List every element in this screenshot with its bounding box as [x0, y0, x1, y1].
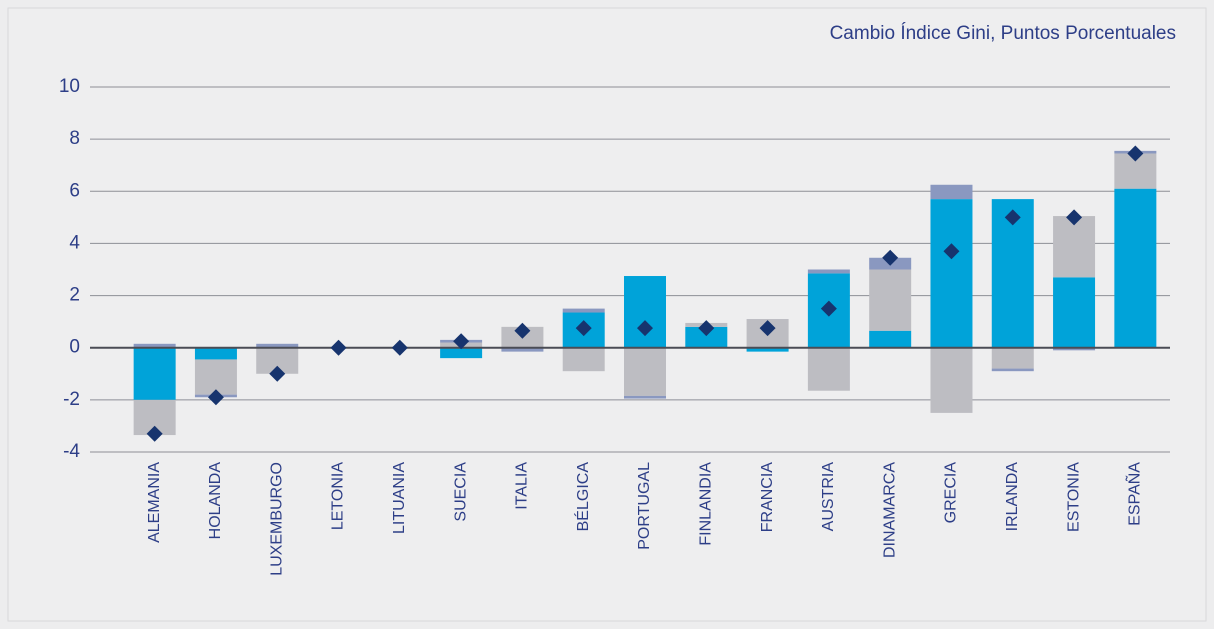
bar-segment	[133, 347, 176, 400]
x-tick-label: LITUANIA	[391, 462, 408, 534]
bar-segment	[624, 347, 666, 396]
diamond-marker	[1004, 209, 1021, 226]
bar-segment	[501, 347, 544, 352]
bar-segment	[1053, 277, 1096, 348]
y-tick-label: -2	[63, 389, 80, 410]
y-tick-label: 4	[69, 232, 80, 253]
bar-segment	[807, 347, 850, 391]
diamond-marker	[698, 320, 715, 337]
bar-segment	[624, 395, 666, 399]
x-tick-label: GRECIA	[943, 462, 960, 524]
bar-segment	[624, 276, 666, 348]
diamond-marker	[882, 249, 899, 266]
bar-segment	[194, 347, 237, 360]
bar-segment	[869, 269, 912, 331]
y-tick-label: 0	[69, 337, 80, 358]
x-tick-label: IRLANDA	[1004, 462, 1021, 532]
bar-segment	[807, 269, 850, 274]
bar-segment	[930, 199, 973, 348]
bar-segment	[194, 359, 237, 395]
diamond-marker	[269, 365, 286, 382]
bar-segment	[746, 347, 789, 352]
bar-segment	[133, 343, 176, 348]
bar-segment	[930, 347, 973, 413]
bar-segment	[991, 368, 1034, 372]
diamond-marker	[943, 243, 960, 260]
diamond-marker	[759, 320, 776, 337]
y-tick-label: 6	[69, 180, 80, 201]
diamond-marker	[391, 339, 408, 356]
x-tick-label: ESPAÑA	[1124, 462, 1144, 526]
chart-title: Cambio Índice Gini, Puntos Porcentuales	[830, 23, 1176, 44]
x-tick-label: AUSTRIA	[820, 462, 837, 532]
bar-segment	[869, 330, 912, 348]
x-tick-label: HOLANDA	[207, 462, 224, 540]
x-tick-label: PORTUGAL	[636, 462, 653, 550]
diamond-marker	[575, 320, 592, 337]
diamond-marker	[637, 320, 653, 337]
bar-segment	[930, 184, 973, 200]
x-tick-label: FINLANDIA	[698, 462, 715, 546]
diamond-marker	[146, 425, 163, 442]
x-tick-label: ESTONIA	[1065, 462, 1082, 532]
x-tick-label: SUECIA	[452, 462, 469, 522]
diamond-marker	[330, 339, 347, 356]
bar-segment	[1053, 347, 1096, 351]
bar-segment	[685, 326, 728, 348]
bar-segment	[1053, 216, 1096, 278]
x-tick-label: LETONIA	[330, 462, 347, 531]
bar-segment	[991, 347, 1034, 369]
x-tick-label: DINAMARCA	[881, 462, 898, 558]
diamond-marker	[1066, 209, 1083, 226]
y-tick-label: 8	[69, 128, 80, 149]
diamond-marker	[820, 300, 837, 317]
diamond-marker	[207, 389, 224, 406]
diamond-marker	[453, 333, 470, 350]
bar-segment	[256, 343, 299, 348]
bar-segment	[562, 347, 605, 372]
bar-segment	[440, 347, 483, 359]
diamond-marker	[1127, 145, 1144, 162]
bar-segment	[562, 308, 605, 313]
x-tick-label: ALEMANIA	[146, 462, 163, 543]
y-tick-label: -4	[63, 441, 80, 462]
x-tick-label: ITALIA	[514, 462, 531, 510]
x-tick-label: LUXEMBURGO	[268, 462, 285, 576]
y-tick-label: 2	[69, 285, 80, 306]
diamond-marker	[514, 322, 531, 339]
bar-segment	[1114, 188, 1157, 348]
y-tick-label: 10	[59, 76, 80, 97]
x-tick-label: BÉLGICA	[573, 462, 592, 532]
x-tick-label: FRANCIA	[759, 462, 776, 533]
